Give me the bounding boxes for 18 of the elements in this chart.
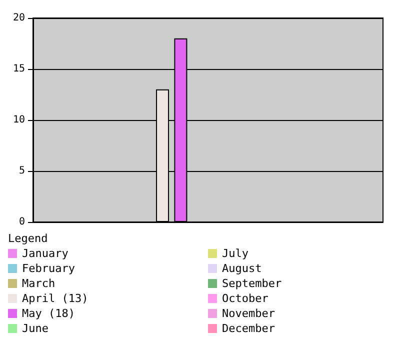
legend-label: June (22, 322, 48, 335)
legend-label: October (222, 292, 269, 305)
legend-label: April (13) (22, 292, 88, 305)
y-tick-label: 5 (18, 166, 25, 176)
legend-label: February (22, 262, 76, 275)
legend-label: August (222, 262, 262, 275)
legend-label: July (222, 247, 249, 260)
legend-label: May (18) (22, 307, 75, 320)
legend-label: March (22, 277, 56, 290)
y-tick-label: 0 (18, 216, 25, 228)
legend-label: November (222, 307, 276, 320)
y-tick-label: 20 (12, 12, 25, 24)
legend-label: January (22, 247, 69, 260)
y-tick-label: 10 (12, 114, 25, 126)
legend-label: September (222, 277, 282, 290)
legend-label: December (222, 322, 276, 335)
legend-title: Legend (8, 232, 48, 245)
y-tick-label: 15 (12, 64, 25, 74)
